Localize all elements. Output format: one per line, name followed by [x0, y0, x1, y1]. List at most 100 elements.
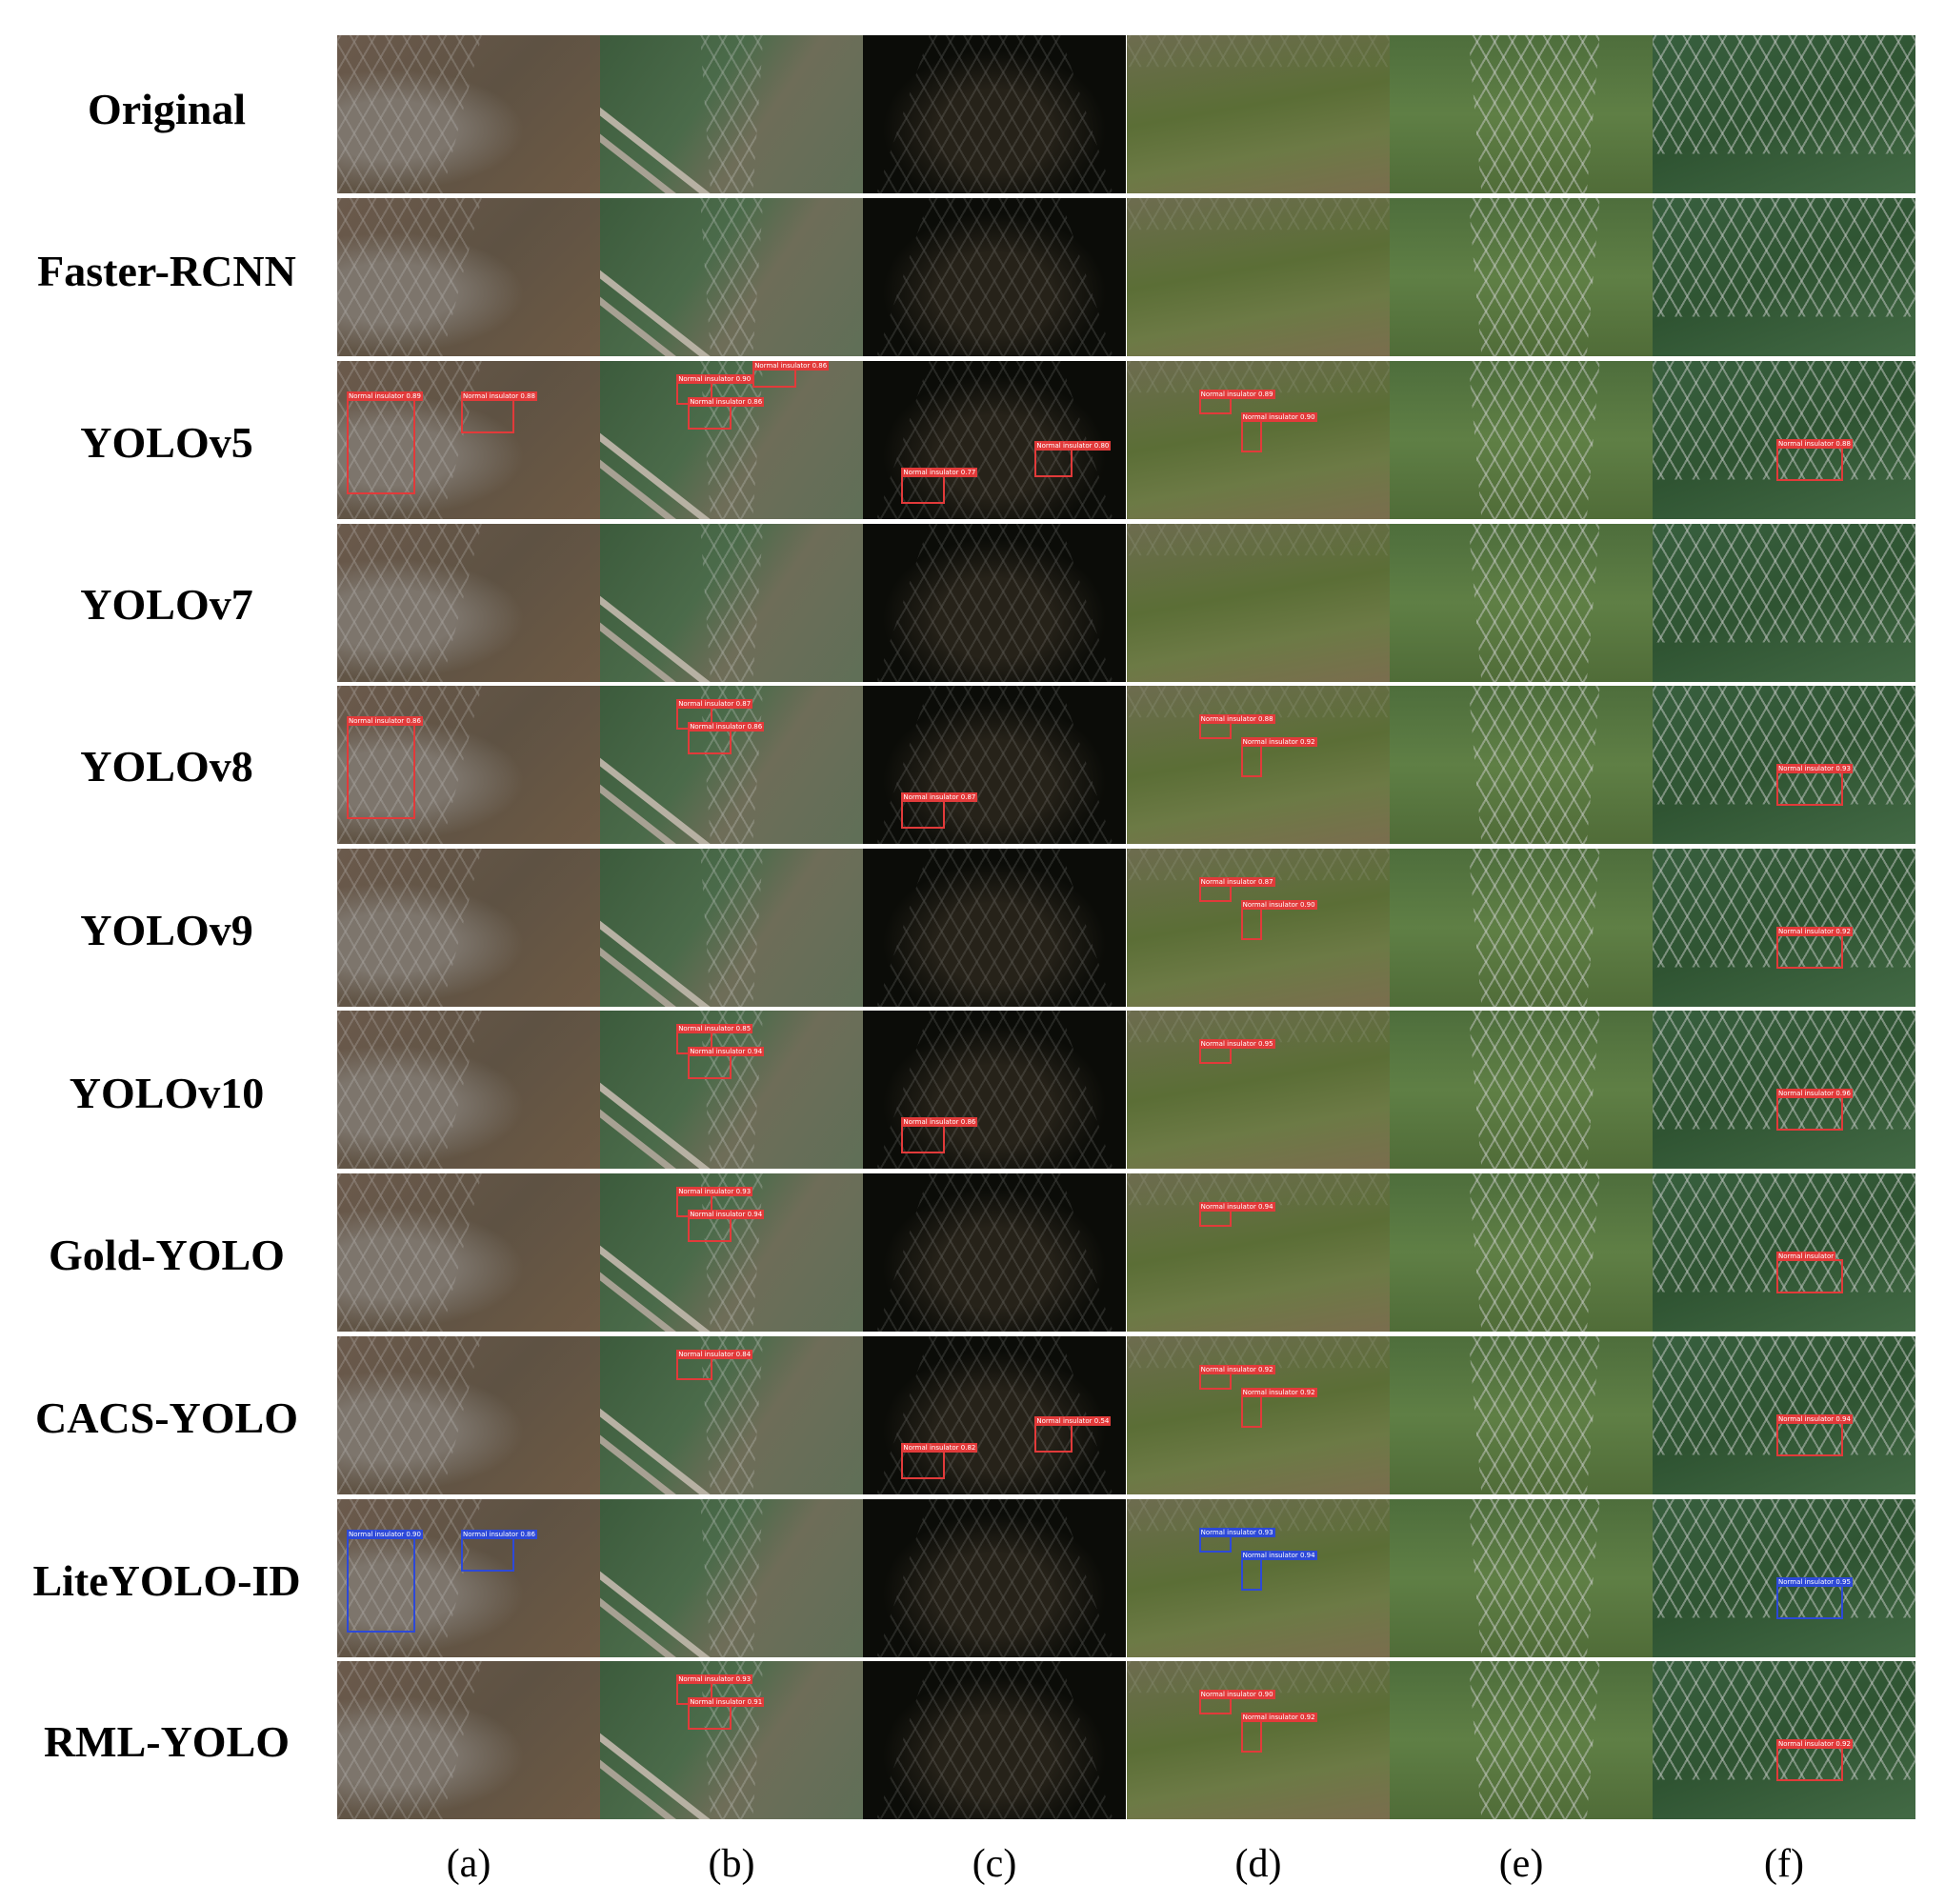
transmission-tower: [1653, 849, 1915, 968]
detection-label: Normal insulator 0.94: [1776, 1414, 1853, 1424]
scene-background: [600, 1173, 864, 1332]
transmission-tower: [1653, 198, 1915, 317]
scene-background: [1126, 1173, 1390, 1332]
scene-background: [863, 686, 1127, 844]
scene-background: [863, 1011, 1127, 1169]
result-image-f: Normal insulator 0.88: [1653, 361, 1915, 519]
result-image-a: [337, 198, 600, 356]
transmission-tower: [700, 35, 764, 193]
scene-background: [863, 1336, 1127, 1494]
transmission-tower: [700, 849, 764, 1007]
detection-label: Normal insulator 0.84: [676, 1350, 753, 1359]
detection-label: Normal insulator 0.86: [752, 361, 830, 371]
detection-label: Normal insulator 0.92: [1776, 927, 1853, 936]
transmission-tower: [1468, 198, 1600, 356]
result-image-b: Normal insulator 0.90 Normal insulator 0.…: [600, 361, 864, 519]
result-image-c: [863, 198, 1127, 356]
result-image-e: [1389, 198, 1653, 356]
scene-background: [1126, 1336, 1390, 1494]
result-image-e: [1389, 849, 1653, 1007]
result-image-f: Normal insulator: [1653, 1173, 1915, 1332]
detection-label: Normal insulator 0.93: [1776, 764, 1853, 773]
scene-background: [1126, 849, 1390, 1007]
column-label-d: (d): [1234, 1842, 1282, 1886]
result-image-c: Normal insulator 0.87: [863, 686, 1127, 844]
detection-box: Normal insulator 0.94: [1240, 1551, 1317, 1591]
detection-label: Normal insulator: [1776, 1252, 1836, 1261]
detection-label: Normal insulator 0.86: [688, 722, 765, 732]
row-label-yolov7: YOLOv7: [80, 580, 253, 629]
transmission-tower: [700, 1499, 764, 1657]
detection-label: Normal insulator 0.86: [901, 1117, 978, 1127]
transmission-tower: [1126, 524, 1390, 556]
transmission-tower: [1468, 686, 1600, 844]
transmission-tower: [1653, 361, 1915, 480]
detection-box: Normal insulator 0.95: [1198, 1039, 1275, 1064]
detection-box: Normal insulator 0.84: [676, 1350, 753, 1380]
row-label-faster-rcnn: Faster-RCNN: [37, 247, 296, 295]
scene-background: [1389, 686, 1653, 844]
detection-label: Normal insulator 0.80: [1034, 441, 1112, 451]
scene-background: [337, 1011, 600, 1169]
detection-label: Normal insulator 0.90: [347, 1530, 423, 1539]
scene-background: [1389, 1661, 1653, 1819]
result-image-f: Normal insulator 0.94: [1653, 1336, 1915, 1494]
scene-background: [600, 198, 864, 356]
result-image-a: [337, 35, 600, 193]
detection-label: Normal insulator 0.87: [901, 792, 978, 802]
transmission-tower: [700, 1661, 764, 1819]
detection-label: Normal insulator 0.93: [1198, 1528, 1275, 1537]
transmission-tower: [1653, 1336, 1915, 1455]
result-image-d: Normal insulator 0.90 Normal insulator 0.…: [1126, 1661, 1390, 1819]
result-image-c: Normal insulator 0.86: [863, 1011, 1127, 1169]
scene-background: [863, 849, 1127, 1007]
result-image-f: [1653, 524, 1915, 682]
result-image-f: Normal insulator 0.96: [1653, 1011, 1915, 1169]
column-label-a: (a): [446, 1842, 491, 1886]
detection-label: Normal insulator 0.54: [1034, 1416, 1112, 1426]
detection-box: Normal insulator 0.92: [1240, 737, 1317, 777]
row-label-yolov9: YOLOv9: [80, 906, 253, 954]
result-image-b: [600, 849, 864, 1007]
scene-background: [1126, 1661, 1390, 1819]
result-image-d: Normal insulator 0.94: [1126, 1173, 1390, 1332]
result-image-b: Normal insulator 0.93 Normal insulator 0.…: [600, 1173, 864, 1332]
scene-background: [1126, 686, 1390, 844]
row-label-cacs-yolo: CACS-YOLO: [34, 1393, 299, 1442]
detection-label: Normal insulator 0.92: [1776, 1739, 1853, 1749]
result-image-d: Normal insulator 0.89 Normal insulator 0.…: [1126, 361, 1390, 519]
result-image-d: [1126, 524, 1390, 682]
result-image-b: [600, 198, 864, 356]
detection-label: Normal insulator 0.92: [1240, 1388, 1317, 1397]
result-image-a: [337, 1336, 600, 1494]
result-image-f: Normal insulator 0.95: [1653, 1499, 1915, 1657]
transmission-tower: [700, 1336, 764, 1494]
result-image-c: [863, 1661, 1127, 1819]
transmission-tower: [700, 524, 764, 682]
detection-label: Normal insulator 0.92: [1240, 1713, 1317, 1722]
transmission-tower: [1653, 1011, 1915, 1130]
scene-background: [1389, 361, 1653, 519]
row-label-liteyolo-id: LiteYOLO-ID: [32, 1556, 301, 1605]
scene-background: [1653, 524, 1915, 682]
detection-label: Normal insulator 0.88: [1198, 714, 1275, 724]
scene-background: [600, 1011, 864, 1169]
result-image-a: Normal insulator 0.89 Normal insulator 0.…: [337, 361, 600, 519]
transmission-tower: [1468, 1011, 1600, 1169]
scene-background: [600, 1499, 864, 1657]
transmission-tower: [1653, 1499, 1915, 1618]
result-image-e: [1389, 1499, 1653, 1657]
result-image-e: [1389, 1011, 1653, 1169]
scene-background: [600, 524, 864, 682]
result-image-c: [863, 849, 1127, 1007]
detection-box: Normal insulator 0.92: [1240, 1713, 1317, 1753]
result-image-b: Normal insulator 0.87 Normal insulator 0.…: [600, 686, 864, 844]
detection-label: Normal insulator 0.95: [1198, 1039, 1275, 1049]
detection-box: Normal insulator 0.90: [1240, 900, 1317, 940]
scene-background: [600, 361, 864, 519]
detection-label: Normal insulator 0.95: [1776, 1577, 1853, 1587]
result-image-e: [1389, 686, 1653, 844]
detection-box: Normal insulator: [1776, 1252, 1843, 1293]
detection-label: Normal insulator 0.90: [1240, 900, 1317, 910]
scene-background: [863, 361, 1127, 519]
